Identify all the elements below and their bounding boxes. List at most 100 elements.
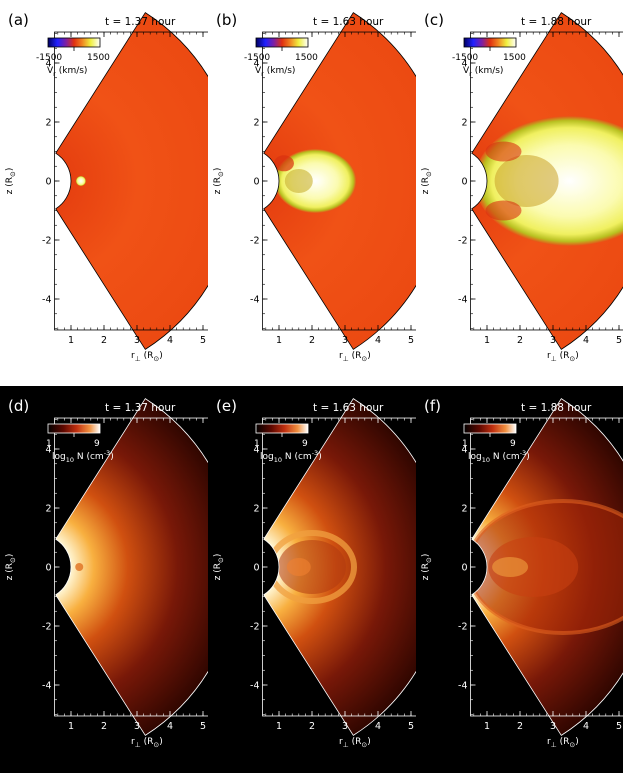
x-axis-label: r⊥ (R⊙) bbox=[339, 737, 371, 749]
panel-plot: 123456420-2-4r⊥ (R⊙)z (R⊙)(f)t = 1.88 ho… bbox=[421, 397, 623, 749]
y-tick-label: -4 bbox=[42, 681, 51, 692]
x-tick-label: 2 bbox=[101, 335, 107, 346]
panel-c: 123456420-2-4r⊥ (R⊙)z (R⊙)(c)t = 1.88 ho… bbox=[416, 0, 623, 386]
panel-label: (b) bbox=[216, 11, 237, 29]
y-tick-label: -2 bbox=[250, 236, 259, 247]
x-tick-label: 2 bbox=[309, 721, 315, 732]
x-tick-label: 1 bbox=[484, 335, 490, 346]
x-tick-label: 4 bbox=[583, 721, 589, 732]
colorbar bbox=[463, 423, 517, 434]
y-tick-label: -2 bbox=[42, 236, 51, 247]
y-tick-label: 0 bbox=[253, 563, 259, 574]
panel-plot: 123456420-2-4r⊥ (R⊙)z (R⊙)(a)t = 1.37 ho… bbox=[5, 11, 208, 363]
colorbar-min-label: 1 bbox=[254, 439, 260, 449]
x-tick-label: 1 bbox=[276, 335, 282, 346]
colorbar-max-label: 1500 bbox=[503, 53, 526, 63]
x-tick-label: 4 bbox=[583, 335, 589, 346]
x-tick-label: 3 bbox=[550, 721, 556, 732]
y-tick-label: 4 bbox=[45, 445, 51, 456]
y-tick-label: 4 bbox=[461, 59, 467, 70]
time-label: t = 1.88 hour bbox=[521, 16, 592, 28]
y-axis-label: z (R⊙) bbox=[213, 168, 225, 195]
x-tick-label: 1 bbox=[484, 721, 490, 732]
colorbar-max-label: 1500 bbox=[295, 53, 318, 63]
y-tick-label: 0 bbox=[45, 563, 51, 574]
x-tick-label: 3 bbox=[550, 335, 556, 346]
x-axis-label: r⊥ (R⊙) bbox=[131, 351, 163, 363]
x-tick-label: 2 bbox=[517, 721, 523, 732]
panel-label: (c) bbox=[424, 11, 444, 29]
panel-a: 123456420-2-4r⊥ (R⊙)z (R⊙)(a)t = 1.37 ho… bbox=[0, 0, 208, 386]
colorbar bbox=[463, 37, 517, 48]
panel-f: 123456420-2-4r⊥ (R⊙)z (R⊙)(f)t = 1.88 ho… bbox=[416, 386, 623, 772]
y-tick-label: -2 bbox=[458, 622, 467, 633]
x-axis-label: r⊥ (R⊙) bbox=[131, 737, 163, 749]
panel-plot: 123456420-2-4r⊥ (R⊙)z (R⊙)(d)t = 1.37 ho… bbox=[5, 397, 208, 749]
x-axis-label: r⊥ (R⊙) bbox=[547, 351, 579, 363]
x-tick-label: 1 bbox=[68, 335, 74, 346]
time-label: t = 1.63 hour bbox=[313, 402, 384, 414]
x-tick-label: 3 bbox=[342, 721, 348, 732]
x-tick-label: 4 bbox=[375, 721, 381, 732]
colorbar-min-label: -1500 bbox=[452, 53, 478, 63]
x-tick-label: 5 bbox=[408, 335, 414, 346]
x-tick-label: 4 bbox=[167, 335, 173, 346]
colorbar bbox=[255, 423, 309, 434]
time-label: t = 1.37 hour bbox=[105, 402, 176, 414]
y-tick-label: 2 bbox=[45, 504, 51, 515]
x-axis-label: r⊥ (R⊙) bbox=[547, 737, 579, 749]
colorbar-max-label: 9 bbox=[302, 439, 308, 449]
colorbar-unit-label: log10 N (cm-3) bbox=[260, 449, 322, 464]
panel-e: 123456420-2-4r⊥ (R⊙)z (R⊙)(e)t = 1.63 ho… bbox=[208, 386, 416, 772]
y-axis-label: z (R⊙) bbox=[421, 168, 433, 195]
colorbar-max-label: 9 bbox=[94, 439, 100, 449]
y-tick-label: 4 bbox=[45, 59, 51, 70]
y-tick-label: 4 bbox=[253, 445, 259, 456]
time-label: t = 1.63 hour bbox=[313, 16, 384, 28]
x-tick-label: 2 bbox=[309, 335, 315, 346]
colorbar-unit-label: log10 N (cm-3) bbox=[52, 449, 114, 464]
colorbar-unit-label: Vr (km/s) bbox=[47, 66, 87, 78]
x-tick-label: 1 bbox=[68, 721, 74, 732]
colorbar-unit-label: Vr (km/s) bbox=[463, 66, 503, 78]
panel-label: (d) bbox=[8, 397, 29, 415]
time-label: t = 1.88 hour bbox=[521, 402, 592, 414]
colorbar-unit-label: log10 N (cm-3) bbox=[468, 449, 530, 464]
panel-label: (f) bbox=[424, 397, 441, 415]
y-tick-label: 0 bbox=[461, 177, 467, 188]
x-tick-label: 1 bbox=[276, 721, 282, 732]
x-tick-label: 4 bbox=[167, 721, 173, 732]
y-tick-label: 4 bbox=[461, 445, 467, 456]
y-tick-label: -4 bbox=[250, 295, 259, 306]
colorbar-min-label: 1 bbox=[46, 439, 52, 449]
y-tick-label: 0 bbox=[45, 177, 51, 188]
panel-label: (e) bbox=[216, 397, 237, 415]
colorbar-unit-label: Vr (km/s) bbox=[255, 66, 295, 78]
x-tick-label: 5 bbox=[616, 721, 622, 732]
x-tick-label: 3 bbox=[342, 335, 348, 346]
colorbar-min-label: -1500 bbox=[36, 53, 62, 63]
y-tick-label: -2 bbox=[458, 236, 467, 247]
panel-plot: 123456420-2-4r⊥ (R⊙)z (R⊙)(b)t = 1.63 ho… bbox=[213, 11, 416, 363]
x-tick-label: 3 bbox=[134, 335, 140, 346]
y-tick-label: 2 bbox=[253, 504, 259, 515]
colorbar-min-label: -1500 bbox=[244, 53, 270, 63]
y-tick-label: -4 bbox=[458, 681, 467, 692]
x-tick-label: 4 bbox=[375, 335, 381, 346]
y-axis-label: z (R⊙) bbox=[213, 554, 225, 581]
panel-label: (a) bbox=[8, 11, 29, 29]
y-tick-label: 4 bbox=[253, 59, 259, 70]
panel-plot: 123456420-2-4r⊥ (R⊙)z (R⊙)(e)t = 1.63 ho… bbox=[213, 397, 416, 749]
y-tick-label: -4 bbox=[458, 295, 467, 306]
y-tick-label: 0 bbox=[461, 563, 467, 574]
x-tick-label: 5 bbox=[616, 335, 622, 346]
y-axis-label: z (R⊙) bbox=[5, 168, 17, 195]
x-tick-label: 5 bbox=[200, 721, 206, 732]
colorbar bbox=[47, 37, 101, 48]
x-tick-label: 5 bbox=[408, 721, 414, 732]
y-tick-label: -2 bbox=[42, 622, 51, 633]
y-tick-label: 2 bbox=[45, 118, 51, 129]
y-tick-label: -2 bbox=[250, 622, 259, 633]
panel-d: 123456420-2-4r⊥ (R⊙)z (R⊙)(d)t = 1.37 ho… bbox=[0, 386, 208, 772]
y-tick-label: 2 bbox=[253, 118, 259, 129]
